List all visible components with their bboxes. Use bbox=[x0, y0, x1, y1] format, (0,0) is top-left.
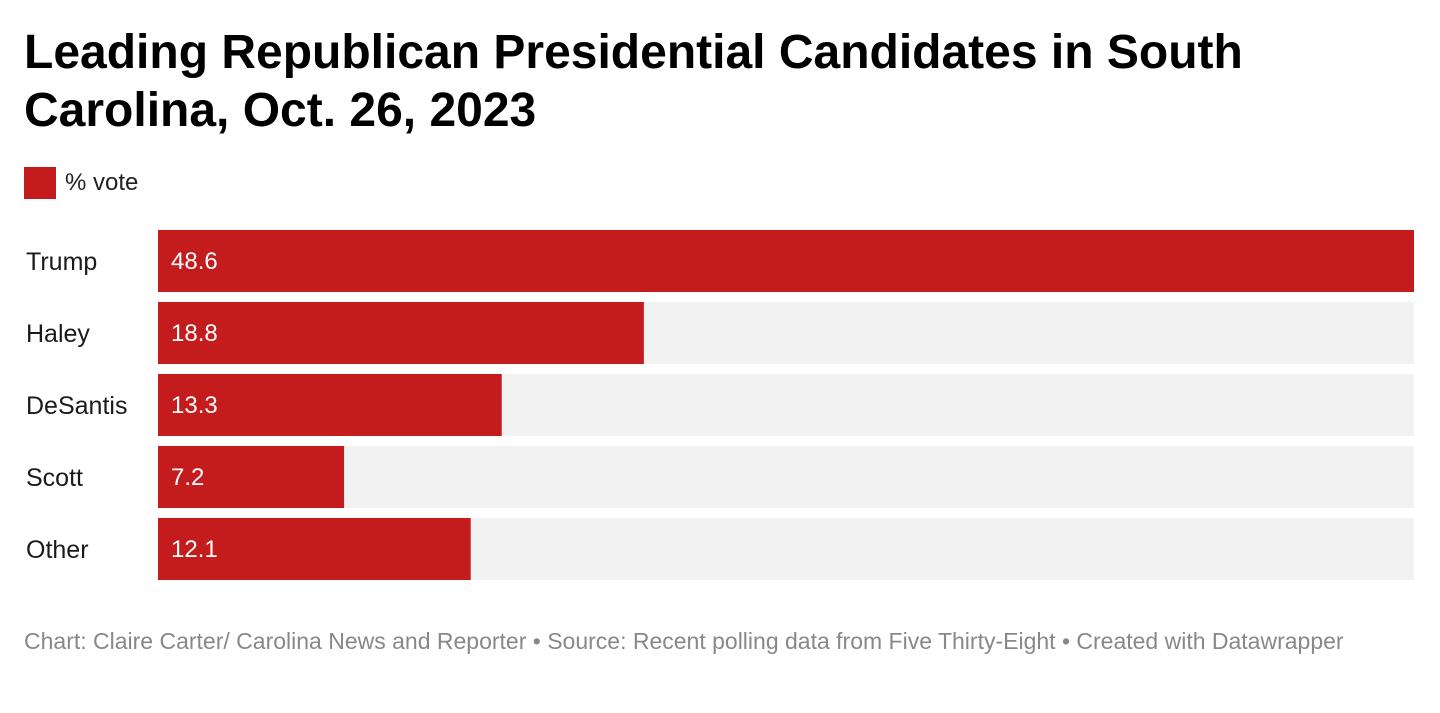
legend-swatch bbox=[24, 167, 56, 199]
category-label-trump: Trump bbox=[26, 248, 97, 276]
category-label-other: Other bbox=[26, 536, 89, 564]
bar-track-scott bbox=[158, 446, 1414, 508]
bar-other bbox=[158, 518, 471, 580]
category-label-desantis: DeSantis bbox=[26, 392, 127, 420]
category-label-haley: Haley bbox=[26, 320, 90, 348]
legend: % vote bbox=[24, 166, 138, 200]
bar-desantis bbox=[158, 374, 502, 436]
value-label-haley: 18.8 bbox=[171, 320, 218, 347]
chart-title: Leading Republican Presidential Candidat… bbox=[24, 26, 1243, 137]
value-label-scott: 7.2 bbox=[171, 464, 204, 491]
bar-haley bbox=[158, 302, 644, 364]
bar-scott bbox=[158, 446, 345, 508]
bar-chart: Trump 48.6 Haley 18.8 DeSantis 13.3 Scott 7.2 Ot… bbox=[26, 230, 1414, 580]
value-label-trump: 48.6 bbox=[171, 248, 218, 275]
legend-label: % vote bbox=[65, 169, 139, 196]
category-label-scott: Scott bbox=[26, 464, 83, 492]
chart-footer: Chart: Claire Carter/ Carolina News and … bbox=[24, 628, 1344, 654]
value-label-other: 12.1 bbox=[171, 536, 218, 563]
bar-trump bbox=[158, 230, 1414, 292]
value-label-desantis: 13.3 bbox=[171, 392, 218, 419]
